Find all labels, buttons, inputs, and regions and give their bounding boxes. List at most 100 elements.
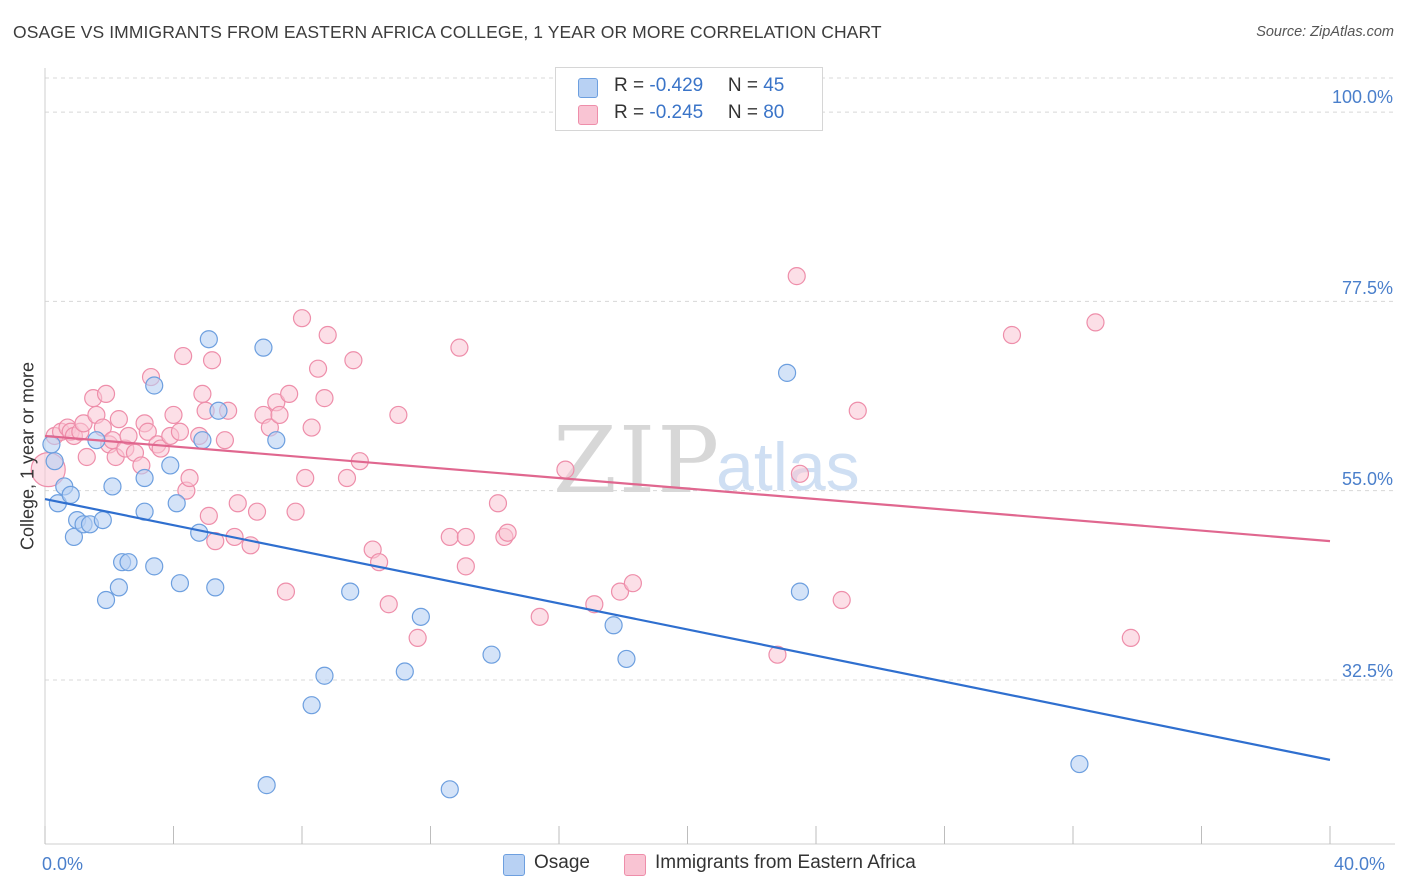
- gridlines: [45, 77, 1395, 681]
- point-eastern-africa: [280, 384, 299, 404]
- watermark-zip: ZIP: [553, 407, 721, 514]
- point-eastern-africa: [193, 384, 212, 404]
- point-eastern-africa: [1121, 628, 1140, 647]
- point-osage: [96, 590, 116, 610]
- legend-n-label: N =: [727, 75, 764, 96]
- point-osage: [61, 485, 80, 504]
- point-osage: [482, 645, 501, 664]
- trend-lines: [44, 434, 1331, 761]
- chart-source: Source: ZipAtlas.com: [1256, 24, 1394, 40]
- point-osage: [1070, 754, 1089, 774]
- point-osage: [145, 376, 164, 395]
- point-osage: [790, 582, 810, 601]
- point-osage: [170, 574, 190, 593]
- point-osage: [161, 456, 180, 475]
- x-tick-label-right: 40.0%: [1334, 854, 1386, 874]
- point-osage: [267, 431, 286, 450]
- point-eastern-africa: [109, 410, 128, 429]
- point-osage: [209, 401, 228, 420]
- point-eastern-africa: [623, 574, 642, 593]
- point-eastern-africa: [315, 389, 334, 408]
- point-eastern-africa: [556, 460, 575, 479]
- point-eastern-africa: [337, 468, 357, 488]
- point-osage: [199, 330, 218, 349]
- chart-title: OSAGE VS IMMIGRANTS FROM EASTERN AFRICA …: [13, 22, 882, 42]
- point-eastern-africa: [215, 431, 234, 450]
- point-eastern-africa: [228, 494, 247, 513]
- point-osage: [617, 649, 636, 669]
- point-osage: [777, 363, 797, 382]
- point-osage: [119, 553, 138, 572]
- point-eastern-africa: [848, 401, 867, 420]
- legend-n-value-eastern-africa: 80: [763, 102, 785, 123]
- point-eastern-africa: [170, 422, 190, 441]
- correlation-legend: R = -0.429 N = 45 R = -0.245 N = 80: [555, 67, 823, 131]
- point-eastern-africa: [344, 351, 363, 370]
- legend-n-label: N =: [727, 102, 764, 123]
- legend-swatch-eastern-africa: [624, 854, 646, 876]
- point-eastern-africa: [832, 590, 851, 610]
- trend-line-osage: [44, 497, 1331, 761]
- point-osage: [604, 616, 623, 635]
- point-eastern-africa: [138, 422, 157, 441]
- point-eastern-africa: [450, 338, 469, 357]
- axes: [44, 68, 1395, 845]
- point-osage: [190, 523, 209, 542]
- point-eastern-africa: [498, 523, 517, 542]
- point-osage: [42, 435, 61, 454]
- point-osage: [254, 338, 273, 357]
- point-osage: [341, 582, 360, 601]
- point-eastern-africa: [389, 405, 408, 425]
- point-eastern-africa: [119, 426, 138, 446]
- point-eastern-africa: [247, 502, 267, 521]
- y-axis-title: College, 1 year or more: [17, 361, 38, 551]
- point-osage: [135, 468, 154, 488]
- point-eastern-africa: [302, 418, 321, 437]
- point-osage: [45, 452, 64, 471]
- point-eastern-africa: [164, 405, 183, 425]
- point-eastern-africa: [1002, 325, 1022, 345]
- point-eastern-africa: [96, 384, 116, 404]
- point-osage: [193, 431, 212, 450]
- point-osage: [93, 510, 112, 530]
- y-tick-label-55: 55.0%: [1341, 469, 1393, 489]
- legend-swatch-eastern-africa: [578, 105, 598, 125]
- point-eastern-africa: [292, 309, 312, 328]
- legend-r-value-osage: -0.429: [649, 75, 704, 96]
- legend-swatch-osage: [503, 854, 525, 876]
- point-osage: [315, 666, 334, 685]
- point-eastern-africa: [318, 325, 337, 345]
- point-eastern-africa: [408, 628, 427, 647]
- point-eastern-africa: [199, 506, 218, 525]
- legend-label-eastern-africa: Immigrants from Eastern Africa: [655, 852, 916, 873]
- point-osage: [103, 477, 122, 496]
- point-eastern-africa: [530, 607, 549, 626]
- legend-r-value-eastern-africa: -0.245: [649, 102, 704, 123]
- point-osage: [395, 662, 414, 681]
- point-eastern-africa: [202, 351, 222, 370]
- point-eastern-africa: [456, 527, 475, 547]
- point-eastern-africa: [488, 494, 508, 513]
- point-eastern-africa: [77, 447, 96, 467]
- point-eastern-africa: [1086, 313, 1105, 332]
- point-eastern-africa: [308, 359, 328, 378]
- y-tick-label-77-5: 77.5%: [1341, 278, 1393, 298]
- point-osage: [411, 607, 430, 626]
- point-eastern-africa: [440, 527, 459, 547]
- series-osage-points: [42, 330, 1089, 799]
- point-eastern-africa: [270, 405, 289, 425]
- point-eastern-africa: [379, 595, 398, 614]
- point-eastern-africa: [585, 595, 604, 614]
- point-eastern-africa: [768, 645, 787, 664]
- point-eastern-africa: [180, 468, 199, 488]
- trend-line-eastern-africa: [44, 434, 1331, 543]
- point-eastern-africa: [456, 557, 475, 576]
- legend-swatch-osage: [578, 78, 598, 98]
- point-osage: [145, 557, 164, 576]
- series-legend: Osage Immigrants from Eastern Africa: [0, 852, 1406, 878]
- point-eastern-africa: [787, 267, 806, 286]
- point-osage: [302, 696, 321, 715]
- point-osage: [109, 578, 128, 597]
